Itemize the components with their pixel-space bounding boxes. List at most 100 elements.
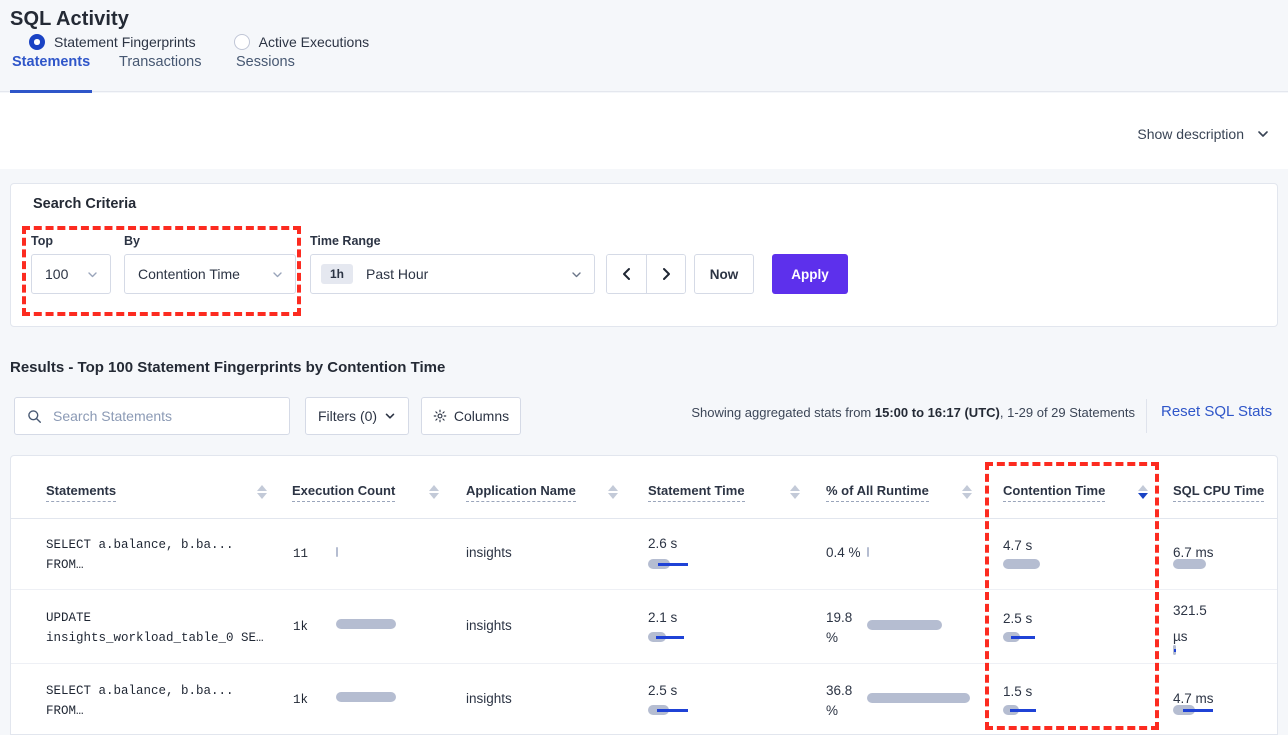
radio-statement-fingerprints[interactable]: Statement Fingerprints bbox=[29, 34, 196, 50]
chevron-left-icon bbox=[622, 268, 630, 280]
statement-time-value: 2.6 s bbox=[648, 536, 678, 551]
execution-count-value: 11 bbox=[293, 547, 309, 561]
time-range-stepper bbox=[606, 254, 686, 294]
statement-text-line1: SELECT a.balance, b.ba... bbox=[46, 684, 234, 698]
statement-text-line1: UPDATE bbox=[46, 611, 92, 625]
top-select[interactable]: 100 bbox=[31, 254, 111, 294]
apply-button[interactable]: Apply bbox=[772, 254, 848, 294]
pct-all-runtime-bar bbox=[867, 620, 942, 630]
column-header-application-name[interactable]: Application Name bbox=[466, 483, 576, 502]
tab-bar: Statements Transactions Sessions bbox=[0, 52, 1288, 93]
contention-time-value: 4.7 s bbox=[1003, 538, 1033, 553]
contention-time-value: 2.5 s bbox=[1003, 611, 1033, 626]
radio-dot-icon bbox=[29, 34, 45, 50]
radio-active-executions[interactable]: Active Executions bbox=[233, 34, 370, 50]
columns-button[interactable]: Columns bbox=[421, 397, 521, 435]
tab-sessions[interactable]: Sessions bbox=[234, 52, 297, 92]
results-title: Results - Top 100 Statement Fingerprints… bbox=[10, 359, 446, 376]
sort-statements[interactable] bbox=[257, 484, 267, 500]
contention-time-value: 1.5 s bbox=[1003, 684, 1033, 699]
tab-statements[interactable]: Statements bbox=[10, 52, 93, 93]
show-description-toggle[interactable]: Show description bbox=[1137, 126, 1270, 142]
mode-bar bbox=[0, 93, 1288, 169]
time-range-label: Time Range bbox=[310, 234, 381, 248]
search-icon bbox=[27, 409, 42, 424]
column-header-statements[interactable]: Statements bbox=[46, 483, 117, 502]
execution-count-bar bbox=[336, 547, 338, 557]
statement-time-bar bbox=[648, 559, 688, 569]
now-button[interactable]: Now bbox=[694, 254, 754, 294]
sort-statement-time[interactable] bbox=[790, 484, 800, 500]
column-header-execution-count[interactable]: Execution Count bbox=[292, 483, 396, 502]
contention-time-bar bbox=[1003, 559, 1040, 569]
column-header-statement-time[interactable]: Statement Time bbox=[648, 483, 745, 502]
previous-time-range-button[interactable] bbox=[607, 255, 646, 293]
column-header-contention-time[interactable]: Contention Time bbox=[1003, 483, 1106, 502]
page-title: SQL Activity bbox=[10, 8, 130, 30]
reset-sql-stats-link[interactable]: Reset SQL Stats bbox=[1161, 403, 1273, 420]
column-header-sql-cpu-time[interactable]: SQL CPU Time bbox=[1173, 483, 1265, 502]
chevron-right-icon bbox=[663, 268, 670, 280]
chevron-down-icon bbox=[1256, 127, 1270, 141]
now-button-label: Now bbox=[709, 266, 739, 282]
radio-dot-icon bbox=[233, 34, 250, 50]
show-description-label: Show description bbox=[1137, 126, 1244, 142]
contention-time-bar bbox=[1003, 705, 1036, 715]
by-select[interactable]: Contention Time bbox=[124, 254, 296, 294]
chevron-down-icon bbox=[384, 410, 396, 422]
statement-text-line1: SELECT a.balance, b.ba... bbox=[46, 538, 234, 552]
execution-count-value: 1k bbox=[293, 620, 309, 634]
statement-text-line2: FROM… bbox=[46, 704, 84, 718]
sql-cpu-time-bar bbox=[1173, 645, 1176, 655]
sort-execution-count[interactable] bbox=[429, 484, 439, 500]
time-range-value: Past Hour bbox=[366, 266, 429, 282]
search-input[interactable] bbox=[51, 407, 251, 425]
contention-time-bar bbox=[1003, 632, 1035, 642]
execution-count-bar bbox=[336, 619, 396, 629]
header-divider bbox=[11, 518, 1277, 519]
by-select-value: Contention Time bbox=[138, 266, 240, 282]
column-header-pct-all-runtime[interactable]: % of All Runtime bbox=[826, 483, 929, 502]
sql-cpu-time-bar bbox=[1173, 705, 1213, 715]
time-range-badge: 1h bbox=[321, 264, 354, 284]
search-statements-box[interactable] bbox=[14, 397, 290, 435]
application-name-value: insights bbox=[466, 545, 512, 560]
time-range-select[interactable]: 1h Past Hour bbox=[310, 254, 595, 294]
sort-application-name[interactable] bbox=[608, 484, 618, 500]
statement-time-value: 2.1 s bbox=[648, 610, 678, 625]
radio-statement-fingerprints-label: Statement Fingerprints bbox=[54, 34, 196, 50]
tab-transactions[interactable]: Transactions bbox=[117, 52, 203, 92]
apply-button-label: Apply bbox=[791, 266, 829, 282]
showing-prefix: Showing aggregated stats from bbox=[691, 405, 875, 420]
filters-button-label: Filters (0) bbox=[317, 408, 378, 424]
tab-transactions-label: Transactions bbox=[119, 54, 202, 70]
row-divider bbox=[11, 663, 1277, 664]
row-divider bbox=[11, 589, 1277, 590]
chevron-down-icon bbox=[570, 268, 594, 281]
divider bbox=[1146, 399, 1147, 433]
application-name-value: insights bbox=[466, 691, 512, 706]
pct-all-runtime-bar bbox=[867, 693, 970, 703]
tab-statements-label: Statements bbox=[12, 54, 91, 70]
sort-contention-time[interactable] bbox=[1138, 484, 1148, 500]
filters-button[interactable]: Filters (0) bbox=[305, 397, 409, 435]
radio-active-executions-label: Active Executions bbox=[258, 34, 370, 50]
tab-sessions-label: Sessions bbox=[236, 54, 295, 70]
statement-time-bar bbox=[648, 632, 684, 642]
sql-cpu-time-bar bbox=[1173, 559, 1206, 569]
next-time-range-button[interactable] bbox=[646, 255, 685, 293]
sql-cpu-time-value: 6.7 ms bbox=[1173, 545, 1214, 560]
showing-time-range: 15:00 to 16:17 (UTC) bbox=[874, 405, 1000, 420]
columns-button-label: Columns bbox=[453, 408, 510, 424]
sql-cpu-time-value: 4.7 ms bbox=[1173, 691, 1214, 706]
chevron-down-icon bbox=[86, 268, 110, 281]
gear-icon bbox=[433, 409, 447, 423]
pct-all-runtime-value: 0.4 % bbox=[826, 545, 861, 560]
sql-cpu-time-value: 321.5 µs bbox=[1173, 603, 1207, 644]
sort-pct-all-runtime[interactable] bbox=[962, 484, 972, 500]
statement-time-bar bbox=[648, 705, 688, 715]
execution-count-value: 1k bbox=[293, 693, 309, 707]
pct-all-runtime-bar bbox=[867, 547, 869, 557]
statement-text-line2: FROM… bbox=[46, 558, 84, 572]
